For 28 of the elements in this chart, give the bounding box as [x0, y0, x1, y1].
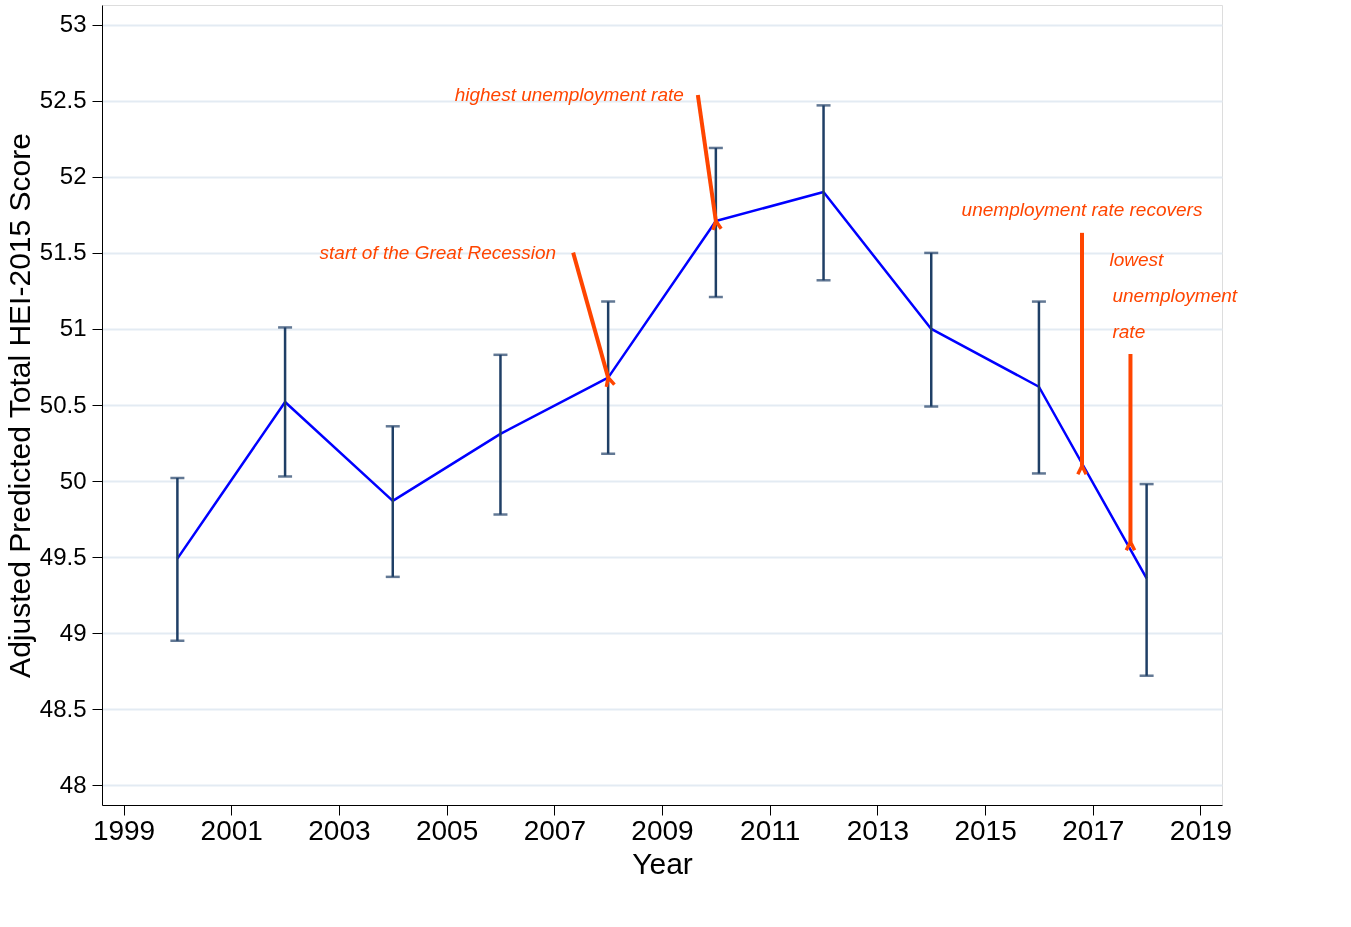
x-tick-label: 2009: [631, 814, 694, 846]
x-tick-label: 2007: [523, 814, 586, 846]
y-tick-label: 48.5: [39, 694, 87, 722]
annotation: lowest unemployment rate: [1109, 248, 1238, 342]
x-tick-label: 2001: [200, 814, 263, 846]
x-tick-label: 1999: [92, 814, 156, 846]
x-tick-label: 2019: [1169, 814, 1233, 846]
x-axis-title: Year: [632, 846, 693, 880]
y-tick-label: 53: [59, 10, 87, 38]
x-tick-label: 2011: [740, 814, 801, 846]
x-tick-label: 2003: [308, 814, 371, 846]
y-tick-label: 48: [59, 770, 87, 798]
annotation: highest unemployment rate: [454, 83, 684, 105]
x-tick-label: 2013: [846, 814, 910, 846]
annotation: unemployment rate recovers: [961, 198, 1203, 220]
y-tick-label: 50: [59, 466, 87, 494]
x-tick-label: 2005: [415, 814, 479, 846]
annotation: start of the Great Recession: [319, 241, 557, 263]
y-tick-label: 49: [59, 618, 87, 646]
y-tick-label: 51.5: [39, 238, 87, 266]
x-tick-label: 2017: [1062, 814, 1125, 846]
y-tick-label: 50.5: [39, 390, 87, 418]
y-tick-label: 51: [59, 314, 87, 342]
y-axis-title: Adjusted Predicted Total HEI-2015 Score: [2, 133, 36, 678]
x-tick-label: 2015: [954, 814, 1017, 846]
y-tick-label: 52: [59, 162, 87, 190]
y-tick-label: 49.5: [39, 542, 87, 570]
y-tick-label: 52.5: [39, 86, 87, 114]
